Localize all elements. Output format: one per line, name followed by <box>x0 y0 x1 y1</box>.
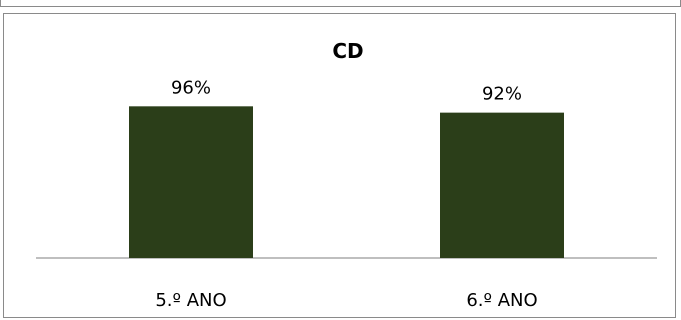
data-labels-group: 96% 92% <box>171 77 522 104</box>
x-tick-labels-group: 5.º ANO 6.º ANO <box>155 290 537 311</box>
bar-1 <box>129 106 253 258</box>
bars-group <box>129 106 564 258</box>
chart-title: CD <box>332 39 363 63</box>
data-label-1: 96% <box>171 77 211 98</box>
x-tick-label-2: 6.º ANO <box>466 290 537 311</box>
x-tick-label-1: 5.º ANO <box>155 290 226 311</box>
bar-2 <box>440 112 564 258</box>
data-label-2: 92% <box>482 84 522 105</box>
